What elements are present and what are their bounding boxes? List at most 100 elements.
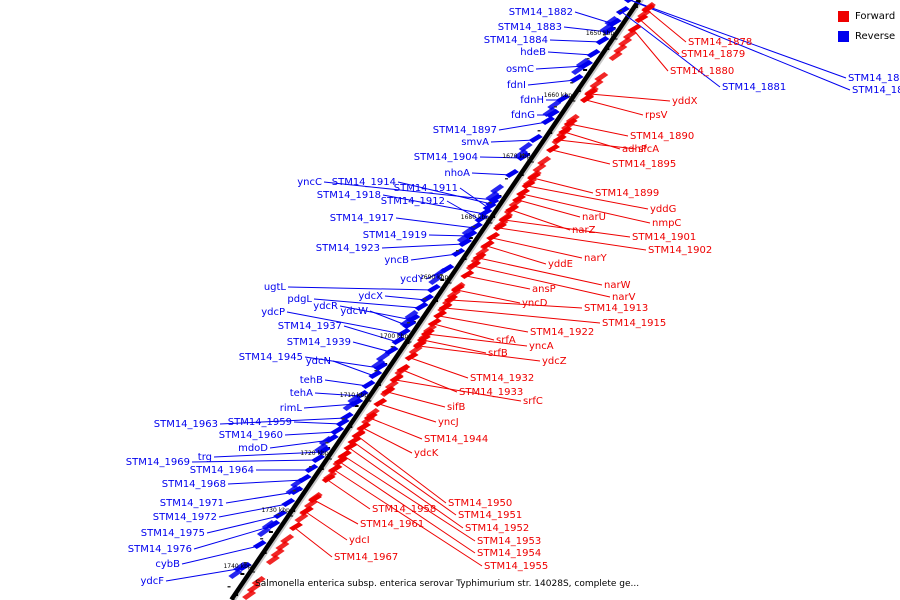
minor-tick [227, 586, 231, 588]
forward-gene-arrow [460, 270, 475, 279]
forward-leader-line [532, 177, 594, 194]
forward-leader-line [439, 315, 529, 333]
reverse-leader-line [286, 311, 403, 335]
forward-leader-line [395, 379, 522, 402]
forward-gene-label: STM14_1879 [681, 49, 745, 60]
forward-gene-label: STM14_1878 [688, 37, 752, 48]
gene-marker [234, 594, 239, 596]
forward-gene-arrow [546, 144, 560, 153]
forward-leader-line [426, 333, 528, 347]
reverse-gene-label: nhoA [444, 168, 470, 179]
reverse-leader-line [293, 421, 342, 425]
gene-segment [246, 583, 261, 593]
forward-gene-arrow [552, 134, 567, 143]
scale-label: 1650 kbp [586, 30, 614, 37]
gene-segment [537, 156, 552, 166]
gene-segment [594, 72, 609, 82]
forward-gene-arrow [526, 172, 541, 181]
forward-gene-arrow [505, 204, 520, 213]
reverse-gene-label: STM14_1897 [433, 125, 497, 136]
reverse-leader-line [479, 156, 523, 159]
forward-leader-line [633, 29, 669, 72]
forward-gene-arrow [363, 412, 378, 421]
reverse-gene-arrow [396, 328, 411, 337]
reverse-gene-label: trg [198, 452, 212, 463]
reverse-gene-arrow [391, 336, 406, 345]
forward-leader-line [498, 227, 647, 251]
gene-segment [485, 191, 500, 201]
reverse-gene-arrow [330, 426, 345, 435]
reverse-gene-arrow [463, 230, 478, 239]
gene-segment [285, 485, 300, 495]
forward-gene-label: STM14_1961 [360, 519, 424, 530]
forward-leader-line [343, 455, 476, 542]
forward-gene-arrow [450, 284, 465, 293]
reverse-gene-label: yncB [384, 255, 409, 266]
forward-leader-line [362, 427, 413, 454]
forward-leader-line [527, 185, 649, 210]
gene-segment [384, 380, 399, 390]
reverse-gene-label: STM14_1883 [498, 22, 562, 33]
minor-tick [553, 106, 557, 108]
gene-segment [618, 37, 633, 47]
reverse-gene-label: STM14_1918 [317, 190, 381, 201]
forward-leader-line [492, 237, 583, 259]
forward-gene-label: STM14_1955 [484, 561, 548, 572]
reverse-gene-label: STM14_1912 [381, 196, 445, 207]
reverse-gene-label: STM14_1882 [509, 7, 573, 18]
reverse-gene-label: STM14_1959 [228, 417, 292, 428]
reverse-gene-label: ugtL [264, 282, 287, 293]
reverse-gene-label: osmC [506, 64, 534, 75]
gene-segment [608, 51, 623, 61]
reverse-leader-line [384, 295, 427, 301]
minor-tick [619, 10, 623, 12]
reverse-gene-arrow [373, 362, 388, 371]
reverse-gene-label: STM14_1923 [316, 243, 380, 254]
forward-gene-arrow [381, 386, 396, 395]
forward-gene-arrow [512, 194, 526, 203]
reverse-gene-arrow [324, 434, 339, 443]
reverse-leader-line [313, 298, 421, 309]
reverse-leader-line [284, 431, 337, 436]
reverse-gene-arrow [368, 370, 383, 379]
forward-leader-line [339, 461, 476, 554]
forward-leader-line [517, 199, 581, 218]
forward-gene-label: STM14_1880 [670, 66, 734, 77]
reverse-leader-line [343, 325, 398, 343]
reverse-gene-arrow [402, 320, 417, 329]
reverse-gene-label: mdoD [238, 443, 268, 454]
reverse-gene-arrow [516, 152, 531, 161]
forward-gene-label: STM14_1951 [458, 510, 522, 521]
reverse-leader-line [227, 479, 304, 485]
reverse-leader-line [314, 392, 361, 397]
forward-gene-arrow [351, 430, 366, 439]
minor-tick [570, 82, 574, 84]
reverse-gene-label: STM14_1917 [330, 213, 394, 224]
forward-gene-label: STM14_1953 [477, 536, 541, 547]
reverse-gene-arrow [316, 446, 331, 455]
forward-gene-label: STM14_1958 [372, 504, 436, 515]
forward-swatch [838, 10, 849, 22]
forward-leader-line [640, 19, 680, 55]
gene-marker [376, 384, 381, 386]
gene-segment [404, 310, 419, 320]
minor-tick [325, 442, 329, 444]
minor-tick [309, 466, 313, 468]
forward-gene-arrow [498, 214, 513, 223]
scale-label: 1700 kbp [380, 333, 408, 340]
reverse-gene-label: STM14_1937 [278, 321, 342, 332]
gene-marker [348, 426, 353, 428]
forward-leader-line [433, 323, 495, 341]
reverse-leader-line [410, 253, 458, 261]
forward-leader-line [504, 219, 631, 238]
forward-gene-label: STM14_1952 [465, 523, 529, 534]
forward-gene-label: srfB [488, 348, 508, 359]
forward-leader-line [551, 149, 611, 165]
reverse-gene-arrow [349, 398, 364, 407]
reverse-gene-label: STM14_1919 [363, 230, 427, 241]
reverse-leader-line [397, 181, 492, 205]
forward-leader-line [511, 209, 571, 231]
minor-tick [472, 226, 476, 228]
reverse-gene-arrow [586, 49, 601, 58]
reverse-gene-label: tehB [300, 375, 323, 386]
